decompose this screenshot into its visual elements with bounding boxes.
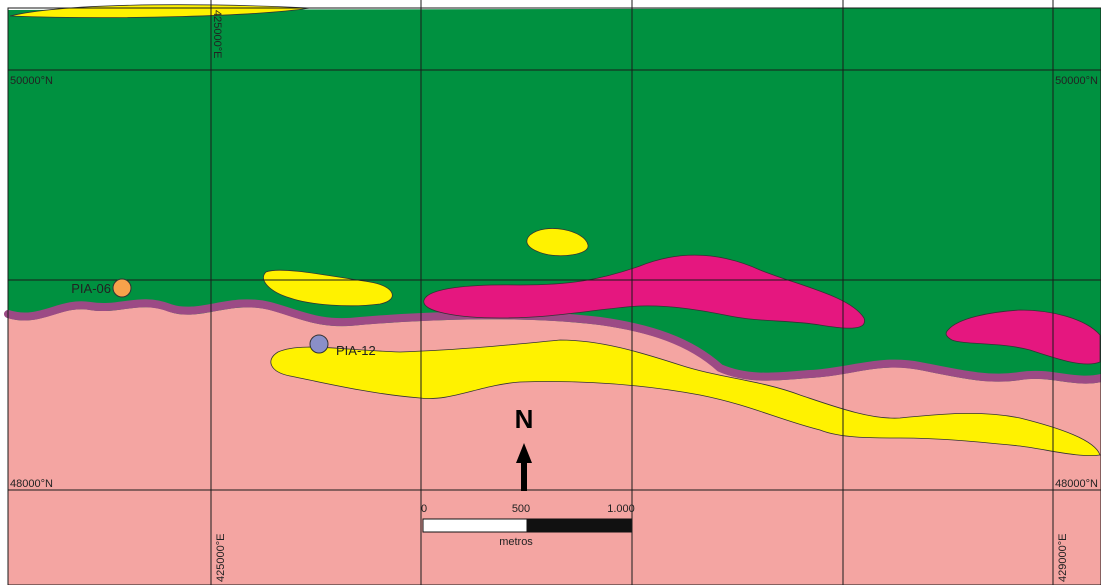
- north-label: N: [515, 404, 534, 434]
- label-n-48000-left: 48000°N: [10, 478, 53, 490]
- sample-label-pia-06: PIA-06: [71, 281, 111, 296]
- label-e-425000-top: 425000°E: [211, 10, 223, 58]
- north-arrow-icon: [516, 443, 532, 491]
- scale-tick-500: 500: [512, 503, 530, 515]
- sample-label-pia-12: PIA-12: [336, 343, 376, 358]
- yellow-lens-long: [270, 339, 1101, 456]
- magenta-lens-right: [945, 309, 1101, 365]
- sample-marker-pia-12: [309, 334, 329, 354]
- north-arrow: N: [515, 404, 534, 491]
- map-frame: [7, 7, 1101, 585]
- sample-marker-pia-06: [112, 278, 132, 298]
- label-n-48000-right: 48000°N: [1055, 478, 1098, 490]
- yellow-lens-left: [263, 269, 393, 307]
- sample-point-pia-12[interactable]: PIA-12: [309, 334, 376, 358]
- pink-unit: [8, 307, 1101, 585]
- label-n-50000-right: 50000°N: [1055, 75, 1098, 87]
- scale-segment-black: [526, 518, 632, 533]
- scale-unit: metros: [499, 536, 533, 548]
- scale-bar: 0 500 1.000 metros: [421, 503, 635, 548]
- coordinate-grid: [8, 0, 1101, 585]
- scale-segment-white: [422, 518, 528, 533]
- yellow-lens-small: [526, 228, 589, 257]
- scale-tick-0: 0: [421, 503, 427, 515]
- contact-band: [4, 299, 1101, 384]
- label-n-50000-left: 50000°N: [10, 75, 53, 87]
- magenta-lens-center: [423, 254, 865, 329]
- sample-point-pia-06[interactable]: PIA-06: [71, 278, 132, 298]
- label-e-425000-bottom: 425000°E: [215, 534, 227, 582]
- label-e-429000-bottom: 429000°E: [1057, 534, 1069, 582]
- scale-tick-1000: 1.000: [607, 503, 635, 515]
